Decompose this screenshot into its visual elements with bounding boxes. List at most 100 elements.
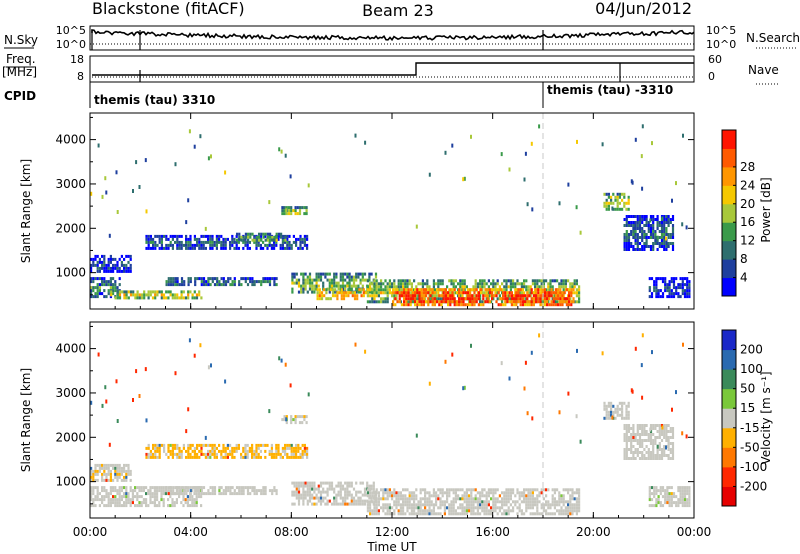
echo-cell [565,297,568,301]
echo-cell [189,495,192,499]
echo-cell [277,234,280,238]
echo-cell [632,451,635,454]
echo-cell [526,294,529,298]
echo-cell [295,487,298,491]
echo-cell [229,492,232,496]
echo-cell [131,489,134,493]
echo-cell [421,503,424,507]
echo-cell [406,500,409,504]
echo-cell [603,416,606,420]
echo-cell [666,498,669,502]
echo-cell [352,496,356,500]
echo-cell [483,285,486,289]
echo-cell [492,509,495,513]
echo-cell [499,303,502,307]
scatter-echo [105,190,108,195]
echo-cell [441,282,444,286]
echo-cell [632,433,635,436]
echo-cell [513,294,516,298]
echo-cell [304,496,307,500]
echo-cell [657,495,660,499]
echo-cell [663,454,666,457]
echo-cell [107,498,110,502]
echo-cell [283,209,286,213]
echo-cell [659,489,662,493]
echo-cell [260,492,263,496]
echo-cell [452,500,455,504]
echo-cell [410,509,413,513]
echo-cell [509,285,512,289]
echo-cell [558,491,561,495]
echo-cell [488,291,491,295]
echo-cell [384,288,387,292]
echo-cell [101,478,104,482]
echo-cell [454,285,457,289]
colorbar-tick-label: 4 [740,271,748,285]
echo-cell [483,509,486,513]
echo-cell [408,282,411,286]
echo-cell [209,243,212,247]
echo-cell [564,488,567,492]
echo-cell [171,446,174,450]
echo-cell [136,290,139,294]
echo-cell [560,494,563,498]
echo-cell [448,494,451,498]
echo-cell [518,491,521,495]
echo-cell [120,254,123,258]
echo-cell [452,491,455,495]
echo-cell [681,286,684,290]
echo-cell [350,502,353,506]
echo-cell [485,497,488,501]
echo-cell [344,481,347,485]
echo-cell [229,246,232,250]
echo-cell [96,260,99,264]
echo-cell [195,501,198,505]
echo-cell [437,279,440,283]
echo-cell [397,491,400,495]
echo-cell [485,512,488,516]
echo-cell [156,495,159,499]
echo-cell [96,489,99,493]
echo-cell [567,500,570,504]
echo-cell [368,272,371,276]
echo-cell [623,239,626,242]
echo-cell [182,504,185,508]
echo-cell [446,488,449,492]
echo-cell [503,512,506,516]
echo-cell [211,492,214,496]
echo-cell [346,484,349,488]
echo-cell [660,433,664,436]
y-tick-label: 3000 [55,177,86,191]
echo-cell [160,489,163,493]
echo-cell [625,451,628,454]
echo-cell [658,448,661,451]
echo-cell [270,443,273,447]
echo-cell [468,503,471,507]
echo-cell [397,285,400,289]
scatter-echo [145,418,148,423]
echo-cell [271,277,274,281]
echo-cell [282,238,285,242]
echo-cell [118,277,121,281]
echo-cell [616,192,619,196]
echo-cell [548,291,551,295]
echo-cell [408,506,411,510]
echo-cell [571,285,574,289]
echo-cell [546,291,549,295]
echo-cell [249,280,252,284]
echo-cell [348,272,351,276]
echo-cell [510,297,513,301]
echo-cell [625,448,628,451]
echo-cell [483,282,486,286]
echo-cell [677,501,680,505]
echo-cell [191,246,194,250]
echo-cell [521,294,524,298]
scatter-echo [101,403,104,408]
echo-cell [330,284,334,288]
echo-cell [402,503,405,507]
echo-cell [209,283,212,287]
echo-cell [384,488,387,492]
echo-cell [473,300,476,304]
echo-cell [665,233,668,236]
echo-cell [294,209,297,213]
